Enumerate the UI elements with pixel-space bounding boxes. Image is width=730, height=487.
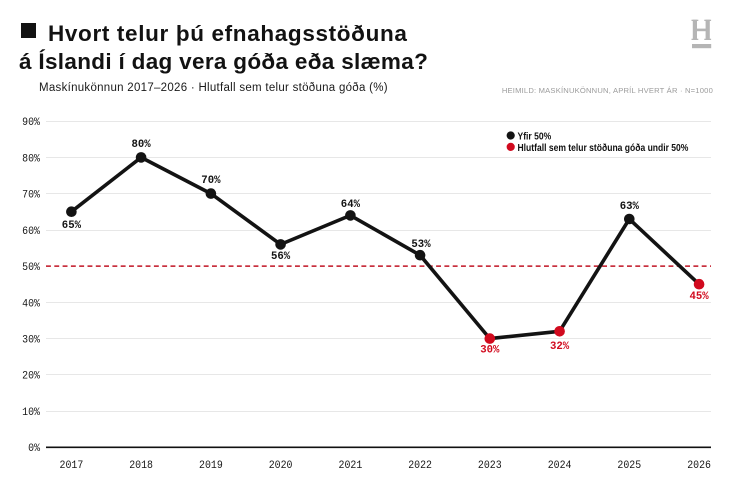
svg-text:2017: 2017	[60, 460, 84, 473]
svg-text:80%: 80%	[131, 139, 151, 151]
svg-text:45%: 45%	[689, 291, 709, 303]
svg-text:0%: 0%	[28, 443, 41, 456]
svg-text:30%: 30%	[22, 334, 40, 347]
svg-text:2021: 2021	[339, 460, 363, 473]
svg-text:53%: 53%	[411, 239, 431, 251]
svg-text:Hlutfall sem telur stöðuna góð: Hlutfall sem telur stöðuna góða undir 50…	[518, 142, 689, 154]
svg-text:20%: 20%	[22, 370, 40, 383]
svg-text:2026: 2026	[687, 460, 711, 473]
svg-text:56%: 56%	[271, 251, 291, 263]
svg-text:2024: 2024	[548, 460, 572, 473]
svg-text:2023: 2023	[478, 460, 502, 473]
svg-text:10%: 10%	[22, 407, 40, 420]
svg-text:2019: 2019	[199, 460, 223, 473]
svg-text:63%: 63%	[620, 201, 640, 213]
svg-text:40%: 40%	[22, 298, 40, 311]
svg-text:2025: 2025	[617, 460, 641, 473]
svg-text:70%: 70%	[201, 175, 221, 187]
svg-text:70%: 70%	[22, 189, 40, 202]
svg-text:64%: 64%	[341, 199, 361, 211]
svg-text:2020: 2020	[269, 460, 293, 473]
svg-text:50%: 50%	[22, 262, 40, 275]
svg-text:2022: 2022	[408, 460, 432, 473]
svg-text:32%: 32%	[550, 341, 570, 353]
svg-text:65%: 65%	[62, 220, 82, 232]
svg-text:30%: 30%	[480, 344, 500, 356]
svg-text:2018: 2018	[129, 460, 153, 473]
svg-text:90%: 90%	[22, 117, 40, 130]
svg-text:Yfir 50%: Yfir 50%	[518, 131, 552, 143]
svg-text:60%: 60%	[22, 225, 40, 238]
svg-text:80%: 80%	[22, 153, 40, 166]
